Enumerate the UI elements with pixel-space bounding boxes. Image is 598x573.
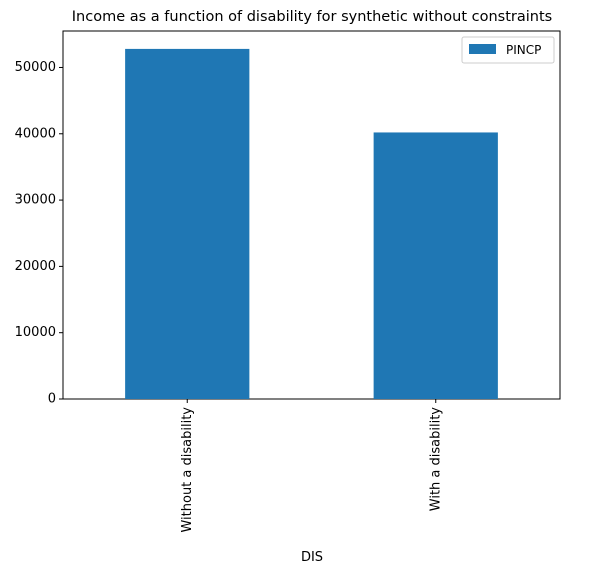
- chart-title: Income as a function of disability for s…: [72, 9, 552, 25]
- plot-frame: [62, 30, 561, 400]
- legend: PINCP: [461, 36, 555, 64]
- x-axis: Without a disability With a disability: [180, 399, 443, 533]
- y-tick-label: 40000: [15, 126, 56, 141]
- legend-label: PINCP: [506, 43, 541, 57]
- y-tick-label: 20000: [15, 259, 56, 274]
- x-tick-label: Without a disability: [180, 407, 195, 533]
- plot-area: [62, 30, 561, 400]
- legend-box: [461, 36, 555, 64]
- y-tick-label: 10000: [15, 325, 56, 340]
- bar-without-a-disability: [125, 48, 250, 399]
- y-axis: 0 10000 20000 30000 40000 50000: [15, 60, 63, 407]
- bar-with-a-disability: [373, 132, 498, 399]
- x-tick-label: With a disability: [428, 407, 443, 512]
- x-axis-label: DIS: [301, 550, 323, 565]
- y-tick-label: 0: [48, 392, 56, 407]
- legend-swatch: [469, 44, 496, 54]
- y-tick-label: 30000: [15, 193, 56, 208]
- y-tick-label: 50000: [15, 60, 56, 75]
- bars-group: [125, 48, 498, 399]
